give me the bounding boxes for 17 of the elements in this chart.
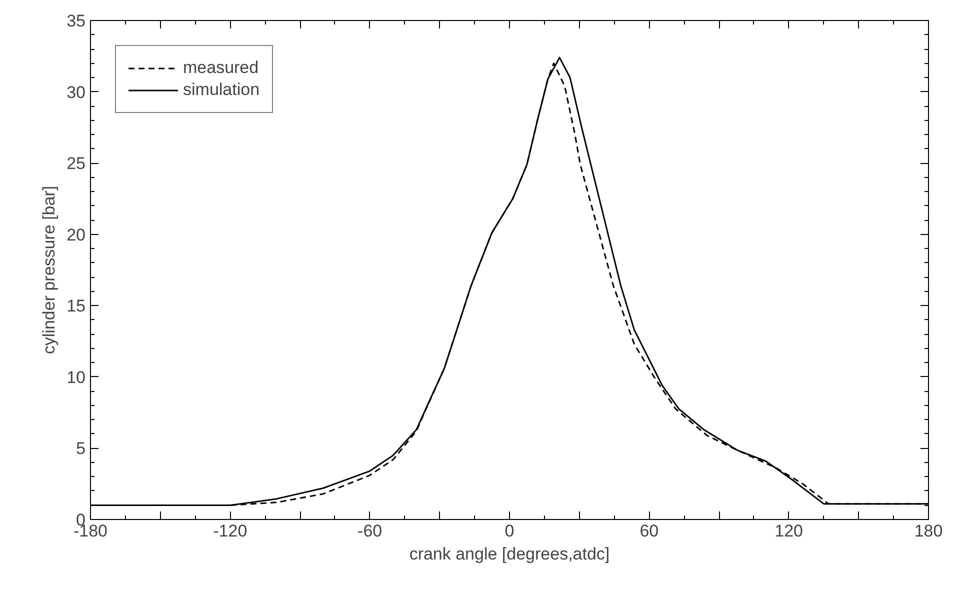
x-tick-label: -120 <box>213 522 248 540</box>
y-tick-label: 35 <box>66 12 86 30</box>
x-tick-label: 120 <box>774 522 804 540</box>
legend-label: measured <box>183 58 259 78</box>
x-tick-label: 180 <box>914 522 943 540</box>
x-tick-label: 60 <box>640 522 659 540</box>
y-tick-label: 15 <box>66 296 86 316</box>
y-axis-title: cylinder pressure [bar] <box>40 186 59 354</box>
x-tick-label: -60 <box>358 522 382 540</box>
x-axis-title: crank angle [degrees,atdc] <box>409 544 610 564</box>
legend-label: simulation <box>183 80 260 100</box>
y-tick-label: 5 <box>76 439 86 458</box>
y-tick-label: 30 <box>66 82 86 102</box>
y-tick-label: 20 <box>66 225 86 244</box>
y-tick-label: 25 <box>66 154 86 174</box>
y-tick-label: 10 <box>66 368 86 387</box>
x-tick-label: 0 <box>504 522 514 540</box>
